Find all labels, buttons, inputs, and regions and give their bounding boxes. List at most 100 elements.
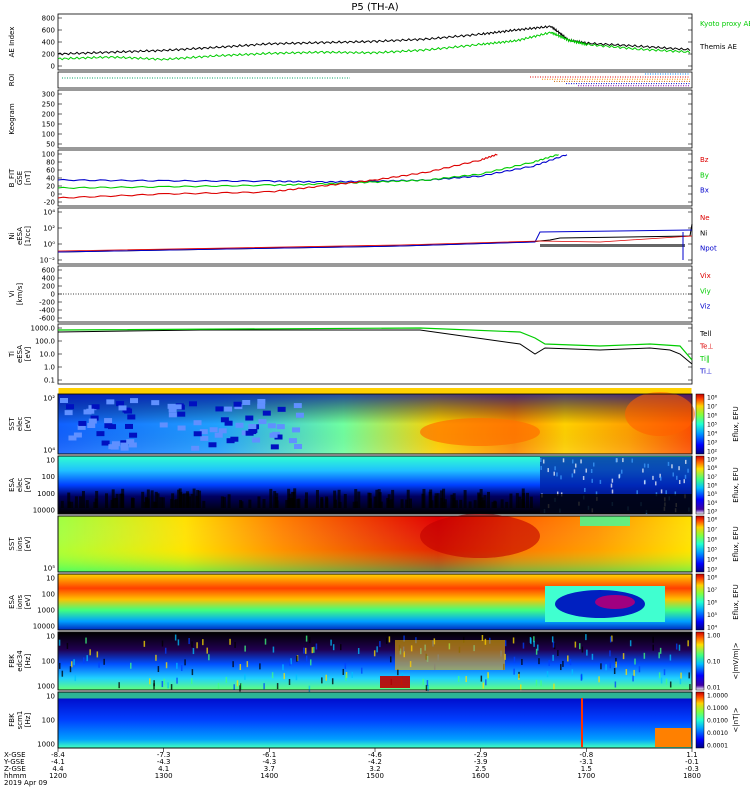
legend-entry: Bz: [700, 156, 709, 164]
y-tick-label: 60: [46, 167, 55, 175]
spectrogram-cell: [185, 493, 189, 508]
spectrogram-cell: [156, 493, 160, 508]
temperature-line-te: [57, 329, 693, 365]
spectrogram-cell: [161, 497, 165, 508]
y-tick-label: 10000: [33, 507, 55, 515]
spectrogram-cell: [292, 427, 301, 433]
spectrogram-cell: [590, 468, 593, 473]
colorbar-tick-label: 10⁵: [707, 422, 718, 429]
x-axis-value: -6.1: [262, 751, 276, 759]
legend-entry: Ti⊥: [699, 368, 712, 376]
y-axis-label: [eV]: [24, 346, 32, 361]
spectrogram-cell: [665, 678, 668, 685]
spectrogram-cell: [271, 672, 274, 679]
colorbar: [695, 455, 705, 515]
spectrogram-cell: [325, 674, 327, 681]
spectrogram-cell: [58, 662, 61, 669]
y-tick-label: -200: [39, 299, 55, 307]
legend-entry: Npot: [700, 245, 717, 253]
y-tick-label: 10²: [43, 395, 55, 403]
spectrogram-cell: [580, 673, 583, 680]
spectrogram-cell: [200, 435, 209, 441]
spectrogram-cell: [567, 655, 569, 662]
spectrogram-cell: [199, 429, 208, 435]
y-axis-label: eESA: [16, 227, 24, 245]
spectrogram-cell: [689, 684, 691, 691]
spectrogram-cell: [452, 497, 456, 508]
spectrogram-cell: [233, 684, 235, 691]
panel-frame: [57, 393, 693, 455]
spectrogram-cell: [397, 669, 399, 676]
y-axis-label: ESA: [8, 478, 16, 492]
spectrogram-cell: [487, 672, 489, 679]
spectrogram-cell: [61, 670, 64, 677]
spectrogram-cell: [208, 654, 210, 661]
spectrogram-cell: [115, 493, 119, 508]
panel-6-yaxis: Ti eESA [eV] 0.1 1.0 10.0 100.0 1000.0: [8, 325, 692, 385]
x-axis-value: 4.1: [158, 765, 169, 773]
spectrogram-cell: [67, 501, 71, 508]
spectrogram-cell: [315, 643, 318, 650]
spectrogram-cell: [584, 487, 586, 492]
y-axis-label: eESA: [16, 345, 24, 363]
spectrogram-cell: [191, 445, 200, 451]
y-tick-label: -20: [44, 199, 55, 207]
spectrogram-cell: [509, 493, 513, 508]
colorbar-tick-label: 10³: [707, 440, 718, 447]
colorbar-tick-label: 10⁴: [707, 431, 718, 438]
spectrogram-cell: [285, 500, 289, 508]
x-axis-value: -3.1: [579, 758, 593, 766]
spectrogram-cell: [105, 493, 109, 508]
spectrogram-cell: [487, 491, 491, 508]
spectrogram-cell: [165, 662, 168, 669]
x-axis-value: -7.3: [157, 751, 171, 759]
y-tick-label: 600: [42, 267, 55, 275]
y-tick-label: 1000: [37, 683, 55, 691]
spectrogram-cell: [669, 681, 672, 688]
ae-line-themis-ae: [57, 25, 691, 56]
spectrogram-cell: [264, 638, 267, 645]
spectrogram-cell: [257, 398, 266, 404]
colorbar-tick-label: 10⁶: [707, 537, 718, 544]
colorbar-label: <|nT|>: [732, 707, 740, 732]
colorbar-label: <|mV/m|>: [732, 642, 740, 679]
spectrogram-region: [540, 494, 692, 513]
spectrogram-cell: [196, 642, 198, 649]
spectrogram-cell: [538, 658, 540, 665]
colorbar-tick-label: 0.0010: [707, 730, 728, 737]
panel-1-yaxis: ROI: [8, 74, 16, 86]
spectrogram-blob: [420, 514, 540, 558]
spectrogram-cell: [288, 678, 291, 685]
spectrogram-cell: [647, 463, 649, 468]
x-axis-value: 4.4: [52, 765, 64, 773]
y-axis-label: FBK: [8, 713, 16, 727]
spectrogram-cell: [377, 489, 381, 508]
spectrogram-region: [58, 692, 692, 699]
spectrogram-cell: [376, 646, 378, 653]
colorbar-tick-label: 10⁶: [707, 600, 718, 607]
spectrogram-cell: [95, 490, 99, 508]
spectrogram-cell: [465, 676, 467, 683]
spectrogram-cell: [574, 641, 577, 648]
spectrogram-cell: [573, 469, 576, 474]
y-tick-label: -600: [39, 315, 55, 323]
y-axis-label: [eV]: [24, 416, 32, 431]
spectrogram-cell: [513, 668, 515, 675]
spectrogram-cell: [220, 417, 229, 423]
colorbar-tick-label: 10⁷: [707, 587, 718, 594]
y-tick-label: 100: [42, 131, 55, 139]
colorbar-tick-label: 10⁵: [707, 547, 718, 554]
y-axis-label: elec: [16, 478, 24, 493]
spectrogram-cell: [665, 490, 667, 495]
spectrogram-cell: [252, 437, 261, 443]
x-axis-value: -3.9: [474, 758, 488, 766]
colorbar-tick-label: 10³: [707, 509, 718, 516]
spectrogram-cell: [151, 400, 160, 406]
spectrogram-cell: [288, 438, 297, 444]
spectrogram-cell: [385, 637, 388, 644]
x-axis-row-label: Z-GSE: [4, 765, 26, 773]
y-axis-label: FBK: [8, 654, 16, 668]
spectrogram-cell: [191, 669, 194, 676]
